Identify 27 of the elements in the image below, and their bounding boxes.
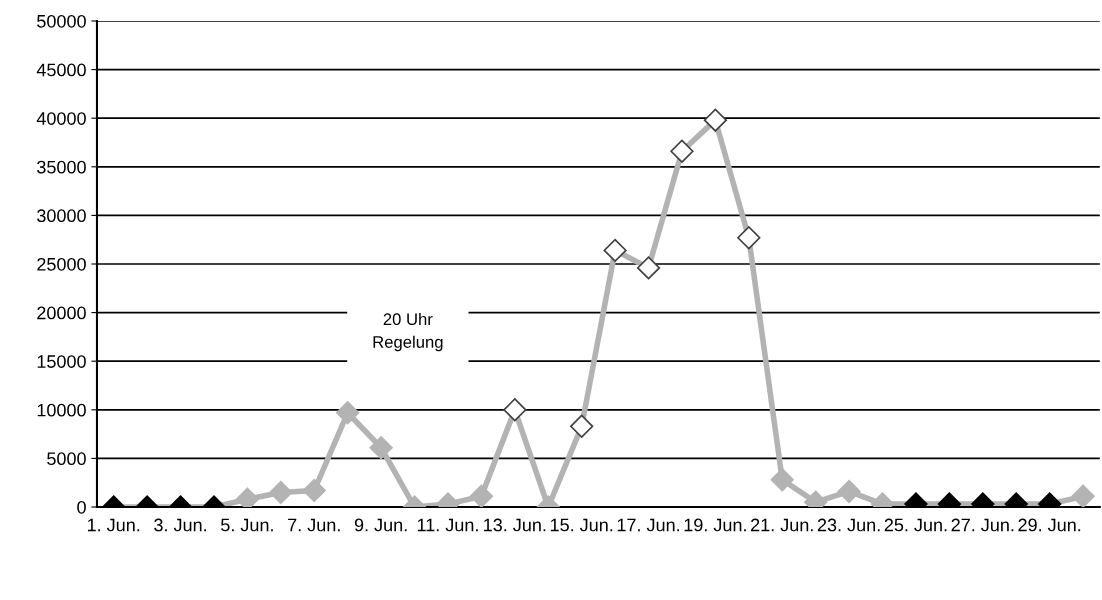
x-tick-label: 11. Jun.	[417, 518, 478, 532]
y-tick-label: 20000	[37, 306, 86, 320]
y-tick-label: 10000	[37, 403, 86, 417]
annotation: 20 Uhr Regelung	[373, 312, 443, 352]
y-tick-label: 15000	[37, 355, 86, 368]
x-tick-label: 19. Jun.	[684, 518, 746, 532]
x-tick-label: 3. Jun.	[154, 518, 206, 532]
y-tick-label: 45000	[36, 63, 86, 77]
x-tick-label: 25. Jun.	[884, 518, 947, 532]
x-tick-label: 17. Jun.	[617, 518, 679, 532]
x-tick-label: 29. Jun.	[1018, 518, 1081, 532]
x-tick-label: 15. Jun.	[550, 518, 613, 532]
y-tick-label: 5000	[47, 452, 86, 466]
y-tick-label: 35000	[37, 160, 86, 174]
y-tick-label: 25000	[37, 257, 86, 271]
y-tick-label: 40000	[36, 112, 86, 125]
y-tick-label: 0	[77, 500, 86, 514]
x-tick-label: 7. Jun.	[288, 518, 340, 532]
x-tick-label: 5. Jun.	[221, 518, 273, 532]
x-tick-label: 9. Jun.	[354, 518, 407, 532]
x-tick-label: 23. Jun.	[817, 518, 880, 532]
y-tick-label: 30000	[37, 209, 86, 223]
x-tick-label: 13. Jun.	[484, 518, 546, 532]
x-tick-label: 27. Jun.	[951, 518, 1014, 532]
x-tick-label: 21. Jun.	[751, 518, 813, 532]
y-tick-label: 50000	[37, 14, 86, 28]
x-tick-label: 1. Jun.	[87, 518, 140, 532]
